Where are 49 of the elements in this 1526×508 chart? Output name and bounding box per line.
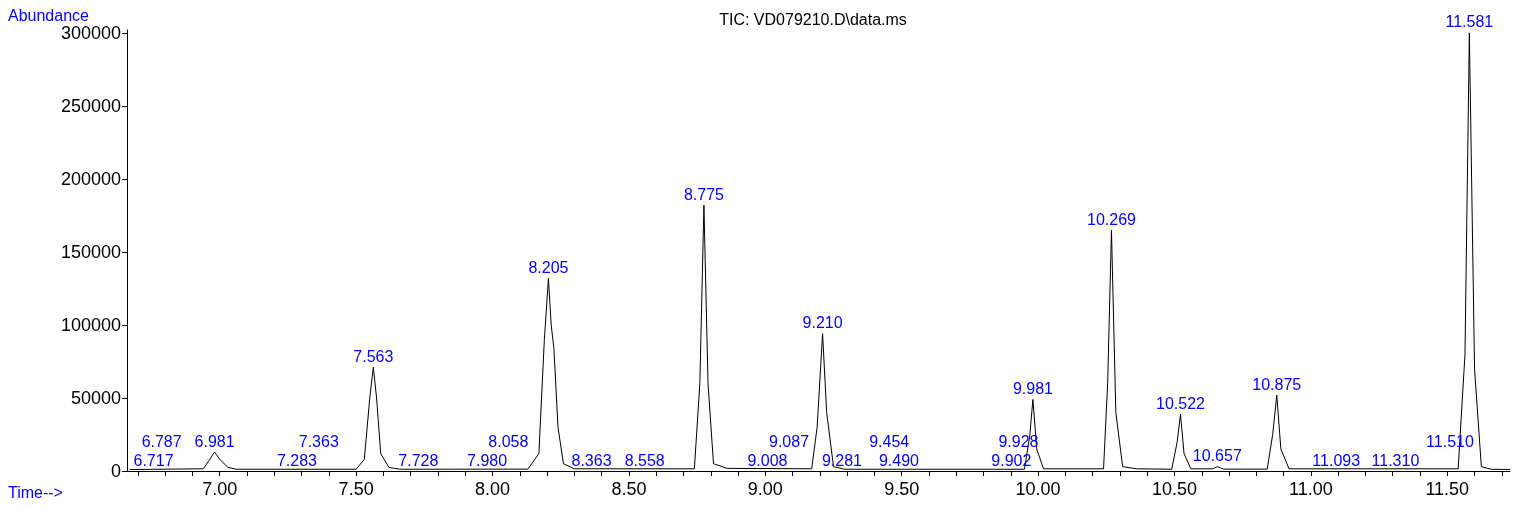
annotation: 8.363 <box>571 451 612 469</box>
annotation: 9.902 <box>991 451 1032 469</box>
y-axis-title: Abundance <box>8 6 90 24</box>
annotation: 7.283 <box>276 451 318 469</box>
y-tick-label: 300000 <box>60 22 121 43</box>
annotation: 6.717 <box>133 451 174 469</box>
annotation: 7.363 <box>298 432 339 450</box>
annotation: 11.510 <box>1426 432 1474 450</box>
annotation: 8.205 <box>528 258 569 276</box>
annotation: 7.980 <box>467 451 508 469</box>
y-tick-label: 100000 <box>60 314 121 335</box>
x-tick-label: 8.00 <box>475 479 511 499</box>
annotation: 7.728 <box>398 451 439 469</box>
x-tick-label: 7.00 <box>202 479 238 499</box>
x-tick-label: 10.50 <box>1151 479 1197 499</box>
annotation: 10.657 <box>1192 447 1242 465</box>
annotation: 9.981 <box>1012 379 1054 397</box>
annotation: 9.008 <box>747 451 788 469</box>
x-tick-label: 10.00 <box>1015 479 1061 499</box>
y-tick-label: 150000 <box>60 241 121 262</box>
x-tick-label: 9.50 <box>884 479 920 499</box>
annotation: 10.522 <box>1156 394 1206 412</box>
annotation: 6.787 <box>141 432 182 450</box>
x-tick-label: 9.00 <box>747 479 783 499</box>
x-tick-label: 7.50 <box>338 479 374 499</box>
annotation: 8.058 <box>488 432 529 450</box>
annotation: 7.563 <box>353 347 394 365</box>
x-tick-label: 11.00 <box>1289 479 1333 499</box>
y-tick-label: 50000 <box>70 387 121 408</box>
annotation: 10.875 <box>1252 375 1302 393</box>
annotation: 6.981 <box>194 432 235 450</box>
x-tick-label: 8.50 <box>611 479 647 499</box>
y-tick-label: 200000 <box>60 168 121 189</box>
annotation: 9.281 <box>821 451 863 469</box>
y-tick-label: 0 <box>110 461 121 481</box>
annotation: 9.490 <box>878 451 920 469</box>
y-tick-label: 250000 <box>60 95 121 116</box>
annotation: 10.269 <box>1087 210 1137 228</box>
chart-title: TIC: VD079210.D\data.ms <box>719 10 907 28</box>
annotation: 8.775 <box>683 185 725 203</box>
annotation: 11.581 <box>1445 13 1494 31</box>
annotation: 8.558 <box>624 451 665 469</box>
annotation: 11.310 <box>1371 451 1420 469</box>
x-tick-label: 11.50 <box>1425 479 1470 499</box>
x-axis-title: Time--> <box>8 483 63 501</box>
annotation: 9.087 <box>769 432 810 450</box>
annotation: 9.454 <box>869 432 910 450</box>
annotation: 11.093 <box>1312 451 1361 469</box>
annotation: 9.210 <box>802 314 843 332</box>
